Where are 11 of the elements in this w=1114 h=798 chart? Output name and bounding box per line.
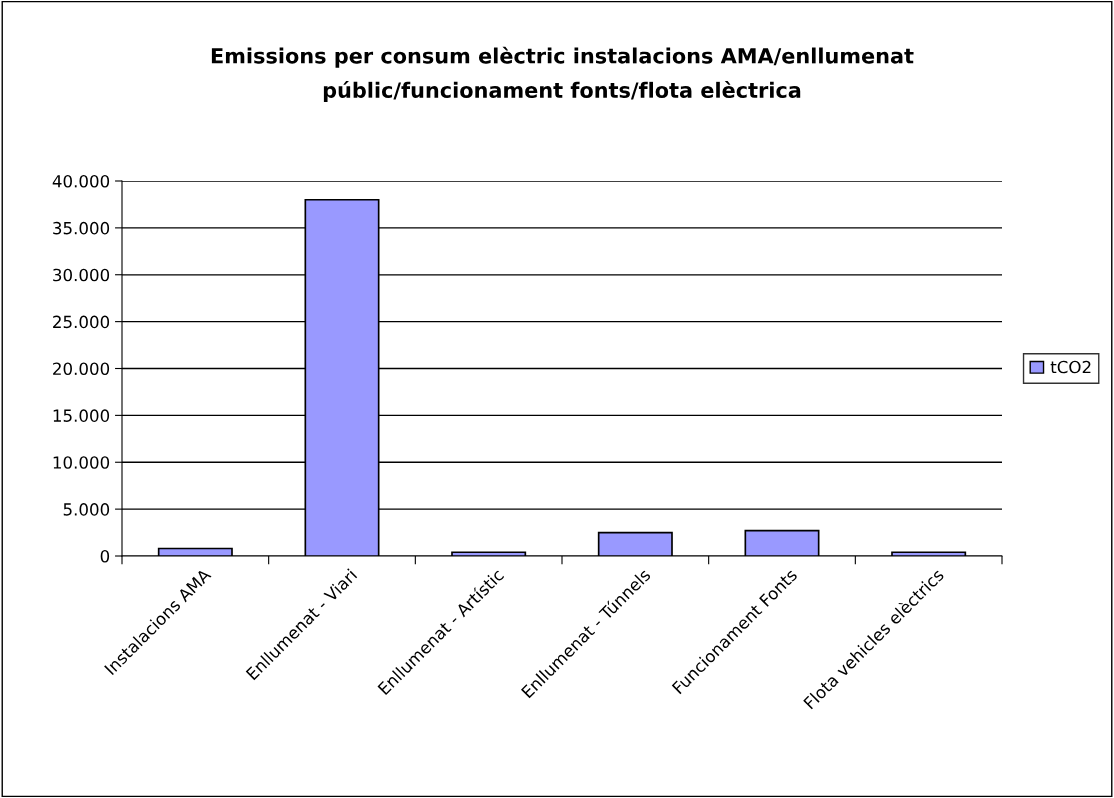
y-tick-label: 5.000 — [63, 503, 110, 516]
y-tick-label: 30.000 — [53, 268, 110, 282]
legend-label: tCO2 — [1050, 360, 1091, 374]
y-tick-label: 15.000 — [53, 409, 110, 422]
chart-title: Emissions per consum elèctric instalacions AMA/enllumenat públic/funcionament fonts/flota elèctrica — [211, 46, 914, 102]
y-tick-label: 10.000 — [53, 456, 110, 469]
y-tick-label: 25.000 — [53, 315, 110, 329]
y-tick-label: 0 — [100, 549, 110, 563]
y-tick-label: 40.000 — [52, 174, 110, 188]
y-tick-label: 35.000 — [53, 221, 110, 235]
y-tick-label: 20.000 — [53, 362, 110, 376]
